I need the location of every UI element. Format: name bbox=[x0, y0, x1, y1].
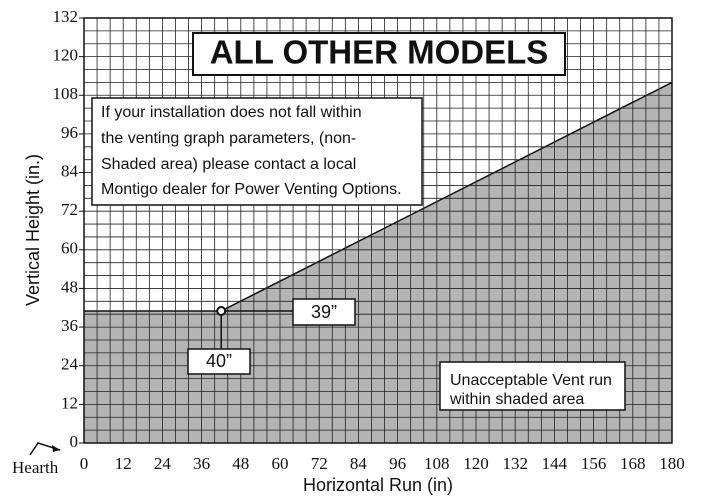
x-tick-label: 132 bbox=[502, 454, 528, 473]
y-tick-label: 96 bbox=[61, 123, 78, 142]
callout-box bbox=[292, 298, 356, 326]
x-tick-label: 108 bbox=[424, 454, 450, 473]
x-tick-label: 96 bbox=[389, 454, 406, 473]
note-line: Shaded area) please contact a local bbox=[101, 156, 356, 173]
annotations: ALL OTHER MODELS If your installation do… bbox=[12, 32, 626, 495]
x-tick-label: 12 bbox=[115, 454, 132, 473]
plot-frame bbox=[83, 17, 673, 444]
chart-title: ALL OTHER MODELS bbox=[210, 34, 549, 71]
y-axis-label: Vertical Height (in.) bbox=[23, 154, 43, 306]
callout: 40” bbox=[206, 351, 232, 371]
x-tick-label: 156 bbox=[581, 454, 607, 473]
y-tick-label: 120 bbox=[53, 46, 79, 65]
y-tick-label: 24 bbox=[61, 355, 79, 374]
note-line: If your installation does not fall withi… bbox=[101, 104, 362, 121]
y-tick-label: 84 bbox=[61, 161, 79, 180]
y-tick-label: 48 bbox=[61, 277, 78, 296]
shaded-note-line: within shaded area bbox=[449, 391, 584, 408]
note-box bbox=[91, 97, 423, 206]
note-line: Montigo dealer for Power Venting Options… bbox=[101, 181, 402, 198]
origin-label: Hearth bbox=[12, 458, 59, 477]
x-tick-label: 72 bbox=[311, 454, 328, 473]
x-tick-label: 48 bbox=[232, 454, 249, 473]
title-box bbox=[192, 32, 566, 76]
x-tick-label: 60 bbox=[272, 454, 289, 473]
x-tick-label: 36 bbox=[193, 454, 210, 473]
callout: 39” bbox=[311, 302, 337, 322]
x-tick-label: 180 bbox=[659, 454, 685, 473]
y-tick-label: 12 bbox=[61, 393, 78, 412]
x-tick-label: 84 bbox=[350, 454, 368, 473]
y-tick-label: 132 bbox=[53, 7, 79, 26]
y-tick-label: 108 bbox=[53, 84, 79, 103]
key-point bbox=[216, 305, 227, 316]
note-line: the venting graph parameters, (non- bbox=[101, 130, 356, 147]
shaded-note-line: Unacceptable Vent run bbox=[450, 372, 612, 389]
x-tick-label: 24 bbox=[154, 454, 172, 473]
x-tick-label: 168 bbox=[620, 454, 646, 473]
x-tick-label: 0 bbox=[80, 454, 89, 473]
y-tick-label: 72 bbox=[61, 200, 78, 219]
y-tick-label: 36 bbox=[61, 316, 78, 335]
callout-box bbox=[187, 348, 251, 375]
x-tick-label: 120 bbox=[463, 454, 489, 473]
origin-arrowhead bbox=[52, 445, 60, 452]
y-tick-label: 0 bbox=[70, 432, 79, 451]
y-tick-label: 60 bbox=[61, 239, 78, 258]
shaded-note-box bbox=[439, 361, 626, 411]
x-axis-label: Horizontal Run (in) bbox=[303, 475, 453, 495]
x-tick-label: 144 bbox=[542, 454, 568, 473]
